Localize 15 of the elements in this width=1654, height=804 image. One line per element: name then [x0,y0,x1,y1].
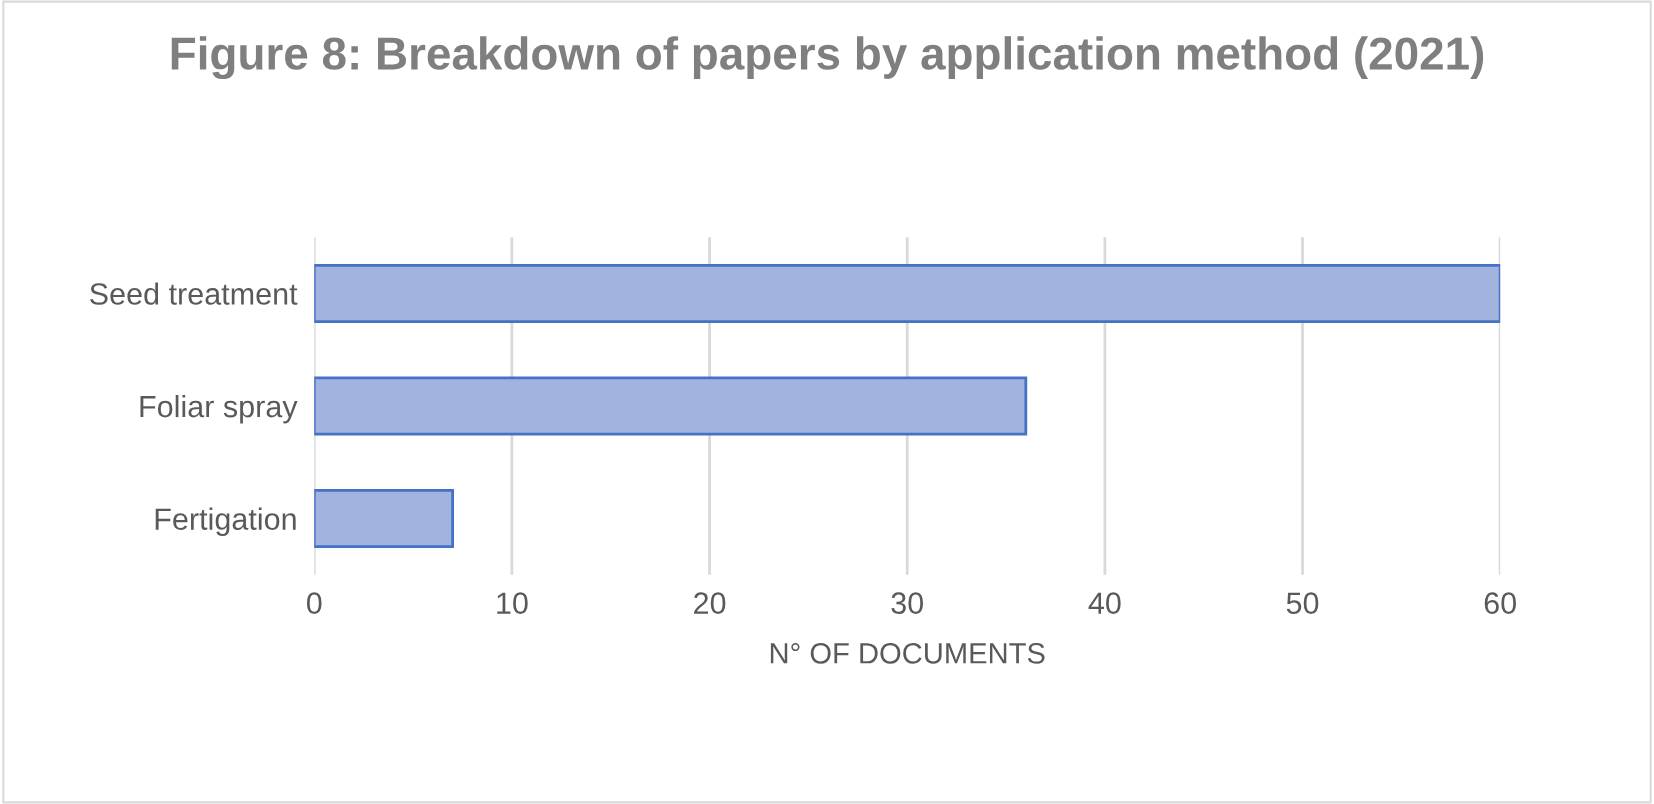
x-tick-label: 50 [1286,592,1319,614]
x-tick-label: 60 [1484,592,1516,614]
bar [314,376,1028,436]
y-tick-label: Foliar spray [140,394,298,424]
y-tick-label: Fertigation [155,507,296,536]
x-tick-label: 0 [306,592,322,614]
x-tick-label: 10 [497,592,528,614]
x-tick-label: 40 [1088,592,1121,614]
x-tick-label: 20 [694,592,726,614]
y-tick-label: Seed treatment [90,282,298,305]
x-axis-title: N° OF DOCUMENTS [770,643,1045,664]
chart-title: Figure 8: Breakdown of papers by application method (2021) [171,36,1484,80]
bar [314,489,455,549]
bar [314,263,1501,323]
x-tick-label: 30 [891,592,924,614]
